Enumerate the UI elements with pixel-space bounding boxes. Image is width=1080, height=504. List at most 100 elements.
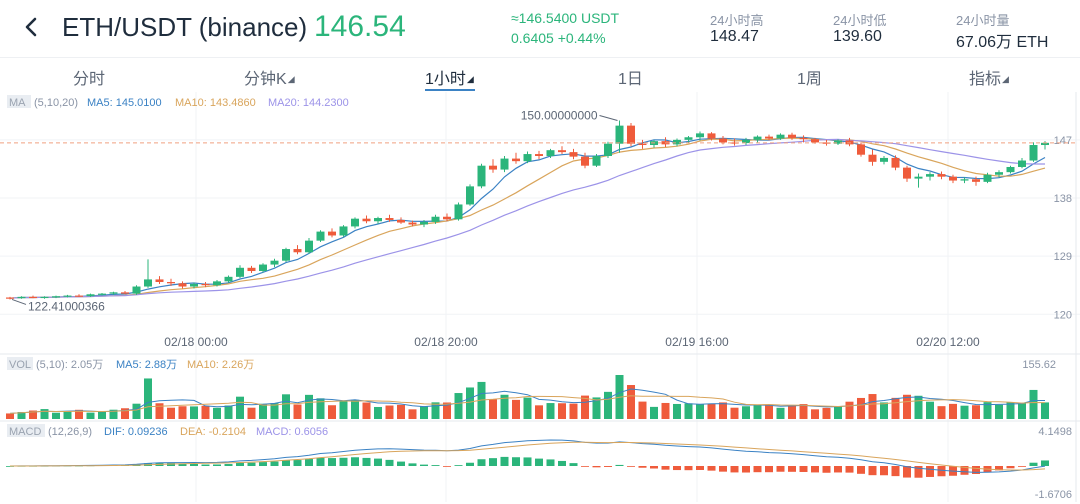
volume-bar <box>454 393 463 419</box>
macd-histogram-bar <box>477 459 486 466</box>
volume-bar <box>155 403 164 419</box>
volume-bar <box>834 406 842 419</box>
macd-legend: MACD (12,26,9) DIF: 0.09236 DEA: -0.2104… <box>7 424 1072 501</box>
volume-bar <box>730 407 739 419</box>
volume-bar <box>420 406 428 419</box>
volume-bar <box>236 396 244 419</box>
candle-body <box>29 296 37 299</box>
macd-histogram-bar <box>190 464 198 466</box>
macd-params: (12,26,9) <box>48 426 92 438</box>
macd-histogram-bar <box>1041 460 1049 466</box>
candle-body <box>397 219 405 223</box>
macd-histogram-bar <box>305 459 313 466</box>
converted-price: ≈146.5400 USDT <box>511 10 620 26</box>
max-price-label: 150.00000000 <box>521 108 598 122</box>
macd-histogram-bar <box>765 466 773 473</box>
macd-histogram-bar <box>569 463 578 466</box>
ma-tag: MA <box>9 97 26 109</box>
ma-tag-bg <box>7 95 31 108</box>
candle-body <box>328 231 336 236</box>
macd-series <box>6 439 1049 478</box>
volume-bar <box>351 399 359 419</box>
candle-body <box>75 295 83 297</box>
candle-body <box>385 218 394 220</box>
volume-bar <box>167 407 175 419</box>
candle-body <box>581 156 589 166</box>
tab-1-day[interactable]: 1日 <box>618 71 643 88</box>
macd-histogram-bar <box>581 466 589 467</box>
candle-body <box>914 176 923 179</box>
tab-1-hour[interactable]: 1小时◢ <box>425 71 474 88</box>
stat-low-label: 24小时低 <box>833 13 887 28</box>
volume-bar <box>500 394 509 419</box>
macd-histogram-bar <box>385 459 394 466</box>
volume-bar <box>293 404 302 419</box>
candles <box>6 120 1049 300</box>
candle-body <box>1018 160 1026 167</box>
candle-body <box>707 133 716 139</box>
volume-bar <box>328 405 336 419</box>
macd-histogram-bar <box>742 466 750 473</box>
volume-bar <box>98 411 106 419</box>
dropdown-caret-icon: ◢ <box>287 74 295 85</box>
ma5-value: MA5: 145.0100 <box>87 97 162 109</box>
macd-histogram-bar <box>489 458 497 466</box>
volume-bar <box>569 403 578 419</box>
tab-1-week[interactable]: 1周 <box>797 71 822 88</box>
candle-body <box>684 137 693 140</box>
volume-bar <box>144 378 152 419</box>
macd-histogram-bar <box>891 466 900 477</box>
macd-histogram-bar <box>443 466 451 467</box>
volume-bar <box>121 408 129 419</box>
volume-bar <box>592 397 601 419</box>
tab-minute-k[interactable]: 分钟K◢ <box>244 71 295 88</box>
volume-bar <box>40 409 49 419</box>
volume-bar <box>949 403 957 419</box>
volume-bar <box>408 409 417 419</box>
macd-histogram-bar <box>696 466 704 470</box>
price-tick-label: 129 <box>1054 251 1072 263</box>
price-tick-label: 147 <box>1054 135 1072 147</box>
candle-body <box>178 283 187 287</box>
volume-bar <box>926 401 934 419</box>
volume-ma10-line <box>9 395 1046 414</box>
volume-bar <box>558 403 566 419</box>
candle-body <box>316 231 325 241</box>
tab-timeline[interactable]: 分时 <box>73 71 106 88</box>
volume-bar <box>63 411 72 419</box>
candle-body <box>615 125 624 144</box>
candle-body <box>17 296 26 299</box>
back-button[interactable] <box>18 14 44 40</box>
candle-body <box>753 136 762 140</box>
candle-body <box>500 158 509 170</box>
tab-indicators[interactable]: 指标◢ <box>969 71 1009 88</box>
candle-body <box>903 167 911 179</box>
macd-histogram-bar <box>328 458 336 466</box>
macd-histogram-bar <box>201 464 210 466</box>
candle-body <box>121 292 129 294</box>
volume-bar <box>753 404 762 419</box>
min-marker-line <box>11 298 27 305</box>
macd-histogram-bar <box>259 462 267 466</box>
volume-bar <box>305 394 313 419</box>
volume-bar <box>661 402 670 419</box>
price-axis: 147 138 129 120 <box>1054 135 1072 321</box>
price-change: 0.6405 +0.44% <box>511 30 606 46</box>
macd-histogram-bar <box>500 456 509 466</box>
volume-bar <box>914 395 923 419</box>
volume-bar <box>799 404 808 419</box>
volume-bar <box>845 401 854 419</box>
candle-body <box>788 134 796 138</box>
macd-histogram-bar <box>247 462 256 466</box>
macd-histogram-bar <box>845 466 854 473</box>
volume-bar <box>178 406 187 419</box>
macd-histogram-bar <box>351 457 359 466</box>
ma-legend: MA (5,10,20) MA5: 145.0100 MA10: 143.486… <box>7 95 349 109</box>
volume-bar <box>397 404 405 419</box>
macd-histogram-bar <box>857 466 865 474</box>
macd-value: MACD: 0.6056 <box>256 426 328 438</box>
kline-chart[interactable]: MA (5,10,20) MA5: 145.0100 MA10: 143.486… <box>0 92 1080 504</box>
candle-body <box>776 134 785 139</box>
macd-histogram-bar <box>937 466 946 477</box>
macd-histogram-bar <box>730 466 739 473</box>
